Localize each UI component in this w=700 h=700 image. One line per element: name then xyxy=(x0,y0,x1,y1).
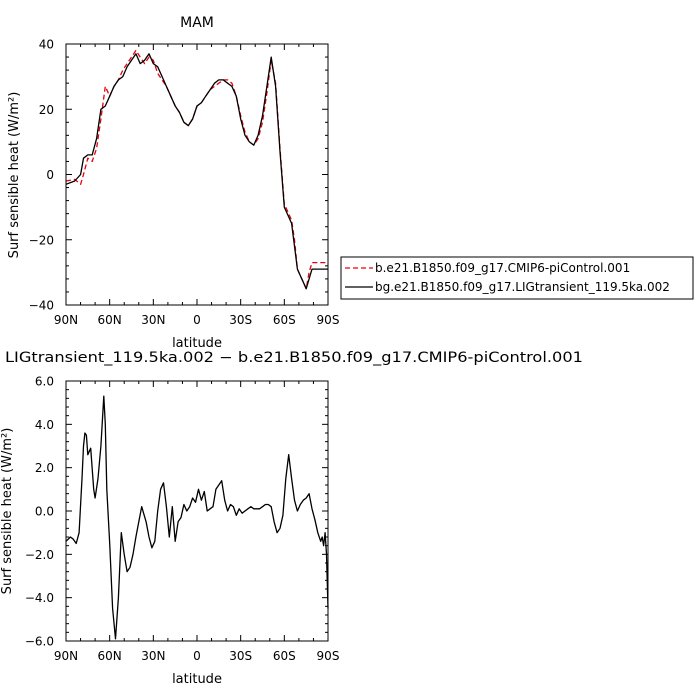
x-tick-label: 60N xyxy=(98,313,122,327)
y-tick-label: −6.0 xyxy=(25,635,54,649)
bottom-series-lines xyxy=(65,395,329,640)
legend-label-ligtransient: bg.e21.B1850.f09_g17.LIGtransient_119.5k… xyxy=(375,280,670,294)
x-tick-label: 0 xyxy=(193,313,201,327)
y-tick-label: 2.0 xyxy=(35,461,54,475)
top-y-axis-label: Surf sensible heat (W/m²) xyxy=(7,92,22,259)
legend: b.e21.B1850.f09_g17.CMIP6-piControl.001 … xyxy=(340,256,694,300)
x-tick-label: 30S xyxy=(229,649,252,663)
series-line-0-0 xyxy=(65,49,328,290)
x-tick-label: 90N xyxy=(54,649,78,663)
x-tick-label: 0 xyxy=(193,649,201,663)
bottom-panel: LIGtransient_119.5ka.002 − b.e21.B1850.f… xyxy=(0,350,583,687)
top-plot-frame xyxy=(65,43,329,306)
y-tick-label: 40 xyxy=(39,38,54,52)
top-chart-title: MAM xyxy=(180,15,214,31)
x-tick-label: 60S xyxy=(273,313,296,327)
x-tick-label: 90N xyxy=(54,313,78,327)
y-tick-label: −40 xyxy=(29,299,54,313)
bottom-chart-title: LIGtransient_119.5ka.002 − b.e21.B1850.f… xyxy=(5,350,583,366)
x-tick-label: 90S xyxy=(317,649,340,663)
legend-label-control: b.e21.B1850.f09_g17.CMIP6-piControl.001 xyxy=(375,261,630,275)
series-line-0-1 xyxy=(65,53,328,290)
bottom-axis-ticks: 90N 60N 30N 0 30S 60S 90S −6.0 −4.0 −2.0 0.0 2.0 4.0… xyxy=(25,375,340,664)
y-tick-label: −20 xyxy=(29,233,54,247)
x-tick-label: 30S xyxy=(229,313,252,327)
x-tick-label: 30N xyxy=(141,649,165,663)
bottom-y-axis-label: Surf sensible heat (W/m²) xyxy=(0,428,15,595)
top-series-lines xyxy=(65,49,328,290)
bottom-plot-frame xyxy=(65,380,329,642)
y-tick-label: 20 xyxy=(39,103,54,117)
y-tick-label: 4.0 xyxy=(35,418,54,432)
top-panel: MAM Surf sensible heat (W/m²) latitude 9… xyxy=(7,15,339,351)
x-tick-label: 60S xyxy=(273,649,296,663)
top-axis-ticks: 90N 60N 30N 0 30S 60S 90S −40 −20 0 20 40 xyxy=(29,38,340,328)
top-x-axis-label: latitude xyxy=(172,336,222,351)
y-tick-label: −4.0 xyxy=(25,591,54,605)
y-tick-label: 0 xyxy=(46,168,54,182)
x-tick-label: 90S xyxy=(317,313,340,327)
bottom-x-axis-label: latitude xyxy=(172,672,222,687)
y-tick-label: 0.0 xyxy=(35,505,54,519)
y-tick-label: −2.0 xyxy=(25,548,54,562)
x-tick-label: 60N xyxy=(98,649,122,663)
y-tick-label: 6.0 xyxy=(35,375,54,389)
x-tick-label: 30N xyxy=(141,313,165,327)
series-line-1-0 xyxy=(65,395,329,640)
legend-box xyxy=(340,256,694,300)
